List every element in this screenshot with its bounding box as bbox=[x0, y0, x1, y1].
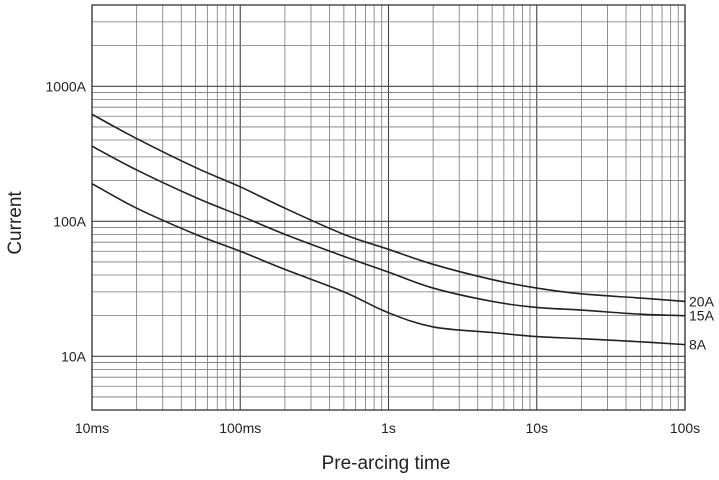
y-tick-label: 100A bbox=[53, 213, 86, 229]
series-label-20a: 20A bbox=[689, 293, 715, 309]
x-tick-label: 100s bbox=[670, 420, 700, 436]
grid bbox=[91, 4, 686, 411]
series-curve-8a bbox=[91, 182, 686, 346]
y-tick-labels: 10A 100A 1000A bbox=[46, 78, 87, 364]
x-tick-labels: 10ms 100ms 1s 10s 100s bbox=[75, 420, 700, 436]
series-curve-15a bbox=[91, 145, 686, 317]
y-axis-title: Current bbox=[5, 191, 26, 255]
x-axis-title: Pre-arcing time bbox=[322, 453, 451, 474]
x-tick-label: 10s bbox=[525, 420, 548, 436]
series-label-15a: 15A bbox=[689, 308, 715, 324]
series-curves bbox=[91, 113, 686, 346]
series-curve-20a bbox=[91, 113, 686, 303]
series-label-8a: 8A bbox=[689, 337, 707, 353]
y-tick-label: 10A bbox=[61, 348, 87, 364]
y-tick-label: 1000A bbox=[46, 78, 87, 94]
x-tick-label: 1s bbox=[381, 420, 396, 436]
x-tick-label: 100ms bbox=[219, 420, 261, 436]
x-tick-label: 10ms bbox=[75, 420, 109, 436]
plot-area-border bbox=[91, 4, 686, 411]
